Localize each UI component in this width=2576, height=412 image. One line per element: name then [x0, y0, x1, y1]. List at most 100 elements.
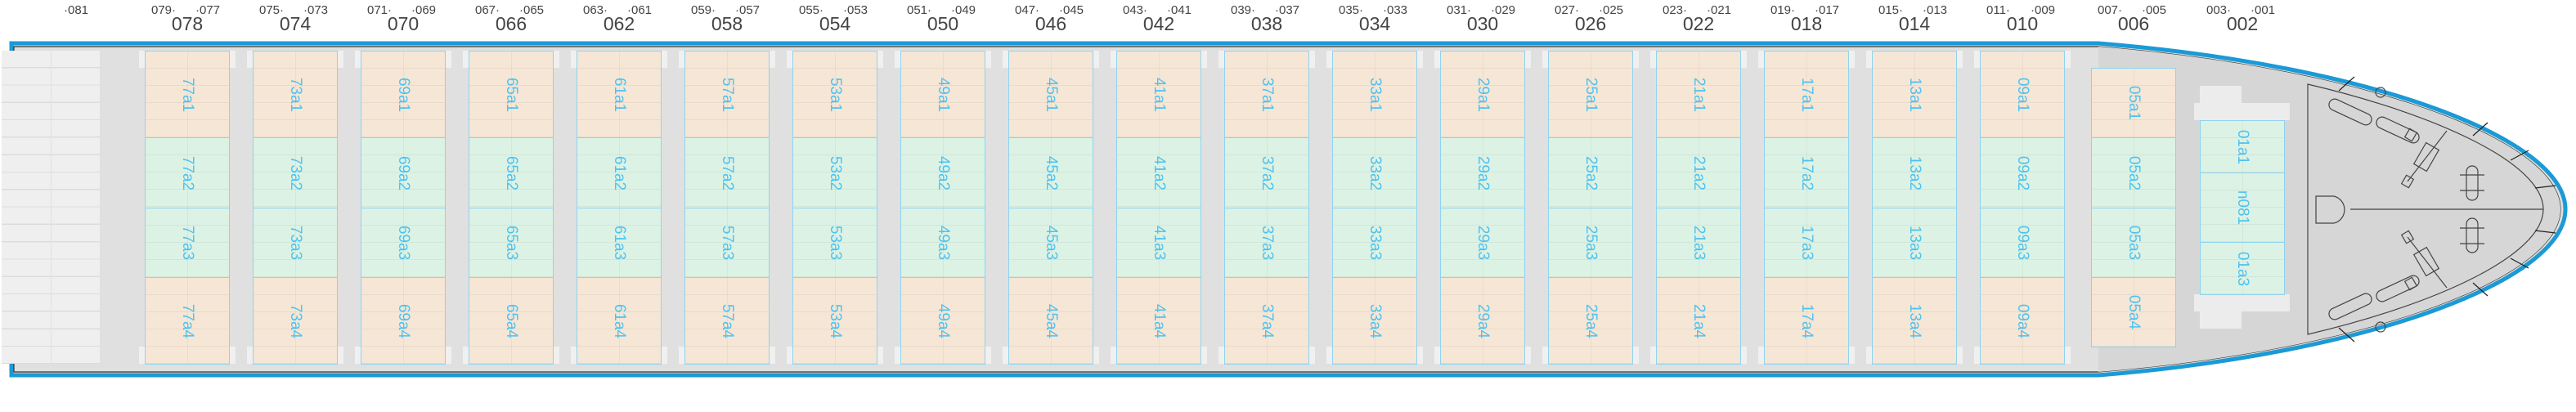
bay-cell[interactable]: 77a3: [145, 208, 230, 278]
bay-cell[interactable]: 49a3: [900, 208, 985, 278]
frame-label-left: 003·: [2206, 3, 2232, 17]
bay-cell[interactable]: 05a2: [2091, 137, 2176, 208]
bay-cell[interactable]: 73a1: [253, 51, 338, 138]
bay-cell[interactable]: 33a4: [1332, 277, 1417, 365]
bay-cell[interactable]: 17a1: [1764, 51, 1849, 138]
bay-cell[interactable]: 05a4: [2091, 277, 2176, 347]
bay-cell[interactable]: 49a4: [900, 277, 985, 365]
bay-cell[interactable]: 01a3: [2200, 242, 2285, 295]
bay-cell[interactable]: 77a4: [145, 277, 230, 365]
bay-cell[interactable]: 41a3: [1116, 208, 1201, 278]
bay-cell[interactable]: 09a3: [1980, 208, 2065, 278]
bay-cell[interactable]: 29a2: [1440, 137, 1525, 208]
bay-cell[interactable]: 53a4: [792, 277, 877, 365]
bay-cell[interactable]: 37a4: [1224, 277, 1309, 365]
cell-label: 61a1: [611, 77, 628, 112]
bay-cell[interactable]: 37a2: [1224, 137, 1309, 208]
bay-cell[interactable]: n081: [2200, 172, 2285, 243]
bay-cell[interactable]: 21a1: [1656, 51, 1741, 138]
bay-cell[interactable]: 09a2: [1980, 137, 2065, 208]
bay-cell[interactable]: 73a2: [253, 137, 338, 208]
frame-label-right: ·045: [1059, 3, 1084, 17]
bay-cell[interactable]: 53a3: [792, 208, 877, 278]
bay-cell[interactable]: 57a3: [684, 208, 770, 278]
bay-cell[interactable]: 69a4: [361, 277, 446, 365]
bay-cell[interactable]: 29a3: [1440, 208, 1525, 278]
bay-cell[interactable]: 49a1: [900, 51, 985, 138]
bay-cell[interactable]: 17a3: [1764, 208, 1849, 278]
bay-cell[interactable]: 13a4: [1872, 277, 1957, 365]
bay-cell[interactable]: 69a1: [361, 51, 446, 138]
cell-label: 77a4: [179, 303, 196, 338]
bay-cell[interactable]: 29a1: [1440, 51, 1525, 138]
bay-number-label: 030: [1466, 13, 1499, 34]
bay-cell[interactable]: 21a2: [1656, 137, 1741, 208]
bay-cell[interactable]: 45a3: [1008, 208, 1093, 278]
bay-cell[interactable]: 05a1: [2091, 68, 2176, 138]
bay-cell[interactable]: 61a4: [577, 277, 662, 365]
windlass-icon: [2400, 174, 2415, 189]
bay-cell[interactable]: 69a2: [361, 137, 446, 208]
bay-cell[interactable]: 45a2: [1008, 137, 1093, 208]
bay-cell[interactable]: 01a1: [2200, 120, 2285, 173]
bay-cell[interactable]: 25a2: [1548, 137, 1633, 208]
bay-cell[interactable]: 61a1: [577, 51, 662, 138]
bay-cell[interactable]: 45a4: [1008, 277, 1093, 365]
bay-cell[interactable]: 21a4: [1656, 277, 1741, 365]
bay-cell[interactable]: 65a3: [469, 208, 554, 278]
bay-cell[interactable]: 73a3: [253, 208, 338, 278]
bay-cell[interactable]: 53a2: [792, 137, 877, 208]
bay-cell[interactable]: 41a2: [1116, 137, 1201, 208]
bay-cell[interactable]: 13a2: [1872, 137, 1957, 208]
bay-cell[interactable]: 09a4: [1980, 277, 2065, 365]
bay-cell[interactable]: 57a1: [684, 51, 770, 138]
bay-cell[interactable]: 69a3: [361, 208, 446, 278]
cell-label: 57a1: [719, 77, 736, 112]
cell-label: 49a4: [935, 303, 952, 338]
bay-cell[interactable]: 57a2: [684, 137, 770, 208]
bay-cell[interactable]: 65a1: [469, 51, 554, 138]
cell-label: 33a2: [1367, 155, 1384, 190]
bay-cell[interactable]: 29a4: [1440, 277, 1525, 365]
bay-cell[interactable]: 41a1: [1116, 51, 1201, 138]
bay-cell[interactable]: 65a4: [469, 277, 554, 365]
bay-cell[interactable]: 17a2: [1764, 137, 1849, 208]
bay-cell[interactable]: 33a3: [1332, 208, 1417, 278]
bay-cell[interactable]: 77a1: [145, 51, 230, 138]
bay-cell[interactable]: 33a2: [1332, 137, 1417, 208]
cell-label: 61a2: [611, 155, 628, 190]
bay-cell[interactable]: 49a2: [900, 137, 985, 208]
cell-label: 13a4: [1906, 303, 1923, 338]
bay-cell[interactable]: 77a2: [145, 137, 230, 208]
bay-cell[interactable]: 57a4: [684, 277, 770, 365]
bay-cell[interactable]: 13a1: [1872, 51, 1957, 138]
bay-cell[interactable]: 09a1: [1980, 51, 2065, 138]
bay-cell[interactable]: 45a1: [1008, 51, 1093, 138]
hatch-pad: [2200, 86, 2242, 103]
bay-cell[interactable]: 17a4: [1764, 277, 1849, 365]
bay-cell[interactable]: 25a3: [1548, 208, 1633, 278]
cell-label: 41a1: [1151, 77, 1168, 112]
bay-cell[interactable]: 61a3: [577, 208, 662, 278]
bay-cell[interactable]: 37a1: [1224, 51, 1309, 138]
windlass-icons: [2400, 128, 2448, 291]
bay-cell[interactable]: 13a3: [1872, 208, 1957, 278]
bay-cell[interactable]: 25a1: [1548, 51, 1633, 138]
bay-cell[interactable]: 21a3: [1656, 208, 1741, 278]
cell-label: 29a2: [1474, 155, 1492, 190]
bay-cell[interactable]: 65a2: [469, 137, 554, 208]
bay-cell[interactable]: 37a3: [1224, 208, 1309, 278]
bay-cell[interactable]: 61a2: [577, 137, 662, 208]
bay-cell[interactable]: 33a1: [1332, 51, 1417, 138]
bay-cell[interactable]: 05a3: [2091, 208, 2176, 278]
bay-cell[interactable]: 53a1: [792, 51, 877, 138]
frame-label-left: 007·: [2098, 3, 2123, 17]
windlass-icon: [2400, 230, 2415, 244]
bay-number-label: 050: [927, 13, 959, 34]
bollard-icon: [2376, 116, 2420, 144]
cell-label: 09a1: [2014, 77, 2031, 112]
bay-cell[interactable]: 41a4: [1116, 277, 1201, 365]
bay-cell[interactable]: 73a4: [253, 277, 338, 365]
bay-number-label: 058: [711, 13, 743, 34]
bay-cell[interactable]: 25a4: [1548, 277, 1633, 365]
